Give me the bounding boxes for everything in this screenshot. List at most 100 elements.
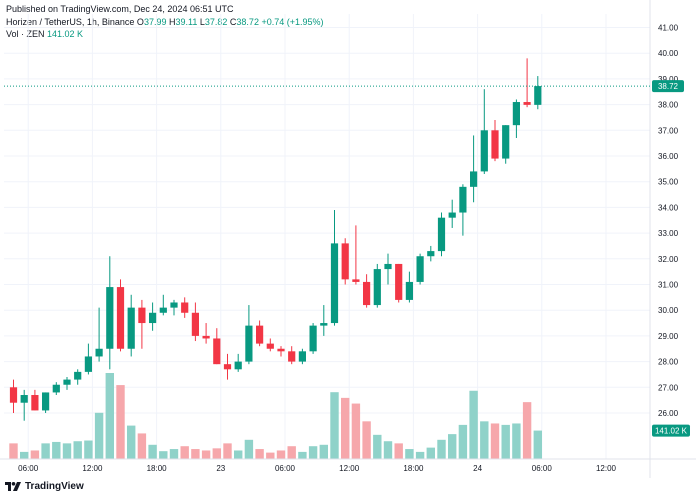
volume-bar [9,443,18,459]
candle-body [534,86,542,105]
volume-bar [512,423,521,459]
candle-body [373,269,381,306]
candle-body [63,379,71,385]
candle-body [523,102,531,105]
volume-bar [383,441,393,459]
tradingview-footer[interactable]: TradingView [5,479,84,493]
volume-bar [458,424,468,459]
high-label: H [168,17,176,27]
open-label: O [136,17,144,27]
candle-body [31,395,39,411]
volume-bar [373,434,382,459]
close-label: C [229,17,237,27]
volume-bar [41,443,50,459]
candle-body [491,130,499,159]
volume-bar [426,447,435,459]
candle-body [395,263,403,300]
candle-body [223,364,232,370]
candle-body [20,395,28,403]
candle-body [384,263,392,270]
volume-bar [501,424,510,459]
price-tick-label: 31.00 [658,281,679,290]
volume-bar [533,430,542,459]
open-value: 37.99 [143,17,167,27]
candle-body [459,186,467,213]
candle-body [213,338,221,365]
candle-body [159,307,167,313]
candle-body [234,361,242,370]
candle-body [341,243,349,280]
grid [4,14,650,459]
candle-body [116,287,125,349]
price-tick-label: 38.00 [658,101,679,110]
candle-body [42,392,50,411]
candle-body [138,307,146,324]
candle-body [52,384,60,393]
price-tick-label: 30.00 [658,306,679,315]
ohlc-legend: Horizen / TetherUS, 1h, Binance O37.99 H… [6,17,324,27]
candle-body [330,243,339,324]
volume-bar [105,373,114,459]
time-tick-label: 06:00 [275,464,296,473]
symbol-info: Horizen / TetherUS, 1h, Binance [6,17,135,27]
candle-body [298,351,306,362]
candle-body [202,335,210,339]
time-tick-label: 06:00 [532,464,553,473]
volume-bar [148,444,157,459]
candle-body [502,125,510,159]
volume-bar [448,434,457,459]
candle-body [427,251,435,257]
volume-bar [469,390,478,459]
volume-bar [212,448,221,459]
volume-legend: Vol · ZEN 141.02 K [6,29,83,39]
price-tick-label: 34.00 [658,203,679,212]
price-tick-label: 29.00 [658,332,679,341]
price-tick-label: 33.00 [658,229,679,238]
candlestick-chart[interactable]: 41.00 40.00 39.00 38.00 37.00 36.00 35.00 34.00… [0,0,696,478]
volume-bar [362,421,371,459]
close-value: 38.72 [236,17,259,27]
volume-bar [522,402,532,459]
last-price-label: 38.72 [658,82,679,91]
time-tick-label: 06:00 [18,464,39,473]
volume-bar [62,443,72,459]
volume-bar [308,446,318,459]
candle-body [470,171,478,187]
price-tick-label: 26.00 [658,409,679,418]
ohlc-values: O37.99 H39.11 L37.82 C38.72 +0.74 (+1.95… [137,17,324,27]
candle-body [352,279,360,282]
low-value: 37.82 [204,17,228,27]
time-tick-label: 12:00 [82,464,103,473]
last-price-tag [652,80,684,93]
candle-body [512,102,520,126]
time-tick-label: 24 [473,464,482,473]
candle-body [95,348,103,357]
candle-body [288,351,296,362]
time-tick-label: 18:00 [403,464,424,473]
candle-body [9,387,18,403]
volume-bar [405,449,414,459]
volume-bar [201,450,211,459]
price-tick-label: 27.00 [658,383,679,392]
candle-body [309,325,317,352]
candle-body [245,325,253,362]
volume-bar [490,423,500,459]
candle-body [170,302,178,308]
volume-bar [351,403,361,459]
volume-bar [73,441,82,459]
low-label: L [199,17,205,27]
candle-body [405,281,413,300]
volume-bar [415,451,425,459]
candle-body [191,312,199,336]
price-tick-label: 39.00 [658,75,679,84]
volume-bar [116,385,125,459]
price-tick-label: 28.00 [658,358,679,367]
price-tick-label: 41.00 [658,24,679,33]
candle-body [480,130,488,172]
volume-bar [169,449,179,459]
published-info: Published on TradingView.com, Dec 24, 20… [6,4,234,14]
volume-bars [9,373,542,459]
candle-body [106,287,114,349]
volume-bar [330,392,339,459]
last-volume-label: 141.02 K [655,427,688,436]
